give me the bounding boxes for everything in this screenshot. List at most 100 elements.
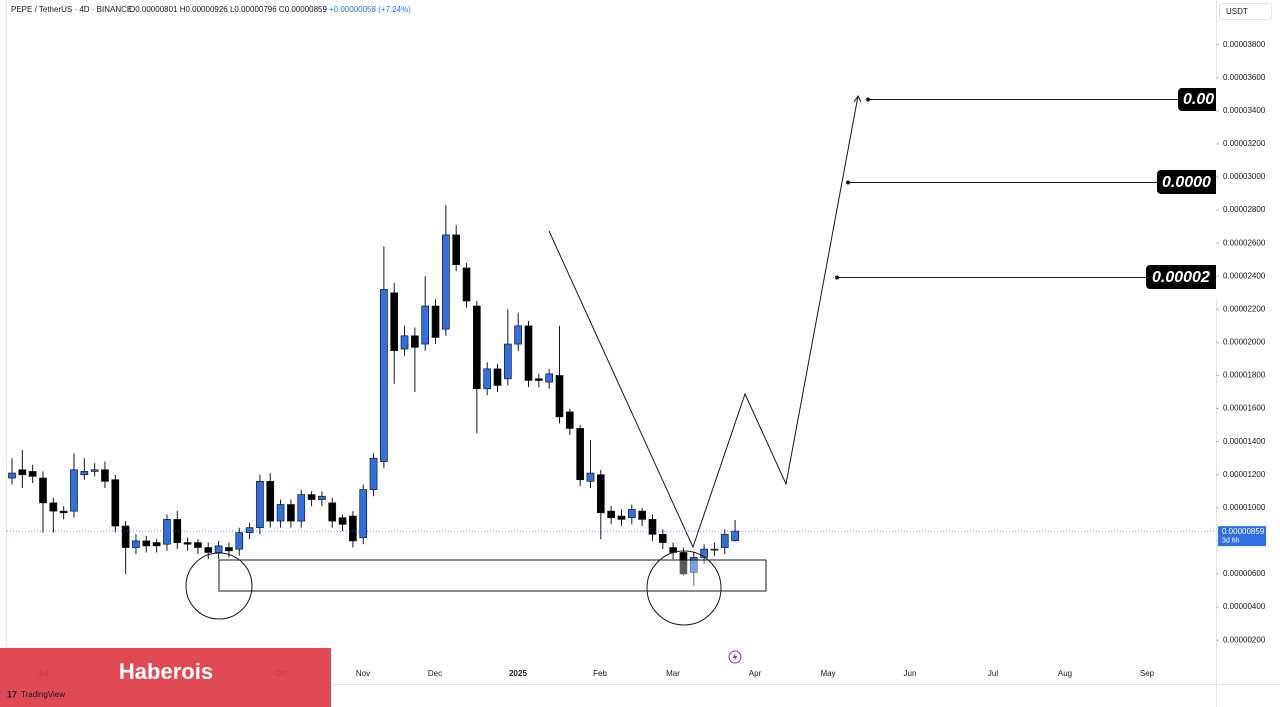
candle-body (586, 472, 595, 482)
brand: TradingView (21, 690, 65, 699)
price-axis: 0.000002000.000004000.000006000.00000800… (1216, 40, 1266, 644)
candle-body (555, 375, 564, 418)
y-tick-label: 0.00002800 (1223, 205, 1266, 214)
candle-body (245, 527, 254, 533)
candle-body (421, 305, 430, 345)
target-tag (1157, 170, 1222, 194)
candle-body (411, 335, 419, 348)
y-tick-label: 0.00000200 (1223, 635, 1266, 644)
candle-body (266, 481, 275, 522)
candle-body (431, 305, 440, 338)
candle-body (452, 234, 461, 266)
candle-body (121, 525, 130, 548)
axis-mask (1216, 80, 1280, 300)
candle-body (658, 533, 667, 543)
x-tick-label: Feb (593, 669, 607, 678)
candle-body (545, 373, 554, 383)
candle-body (648, 519, 657, 535)
event-icon[interactable] (728, 650, 742, 664)
candle-body (111, 479, 120, 527)
arrow-head (853, 95, 862, 103)
y-tick-label: 0.00002400 (1223, 271, 1266, 280)
y-tick-label: 0.00003000 (1223, 172, 1266, 181)
candle-body (524, 325, 533, 381)
candle-body (483, 368, 492, 390)
candle-body (59, 510, 68, 514)
watermark: Haberois (119, 659, 213, 684)
candle-body (369, 457, 378, 490)
candle-body (225, 547, 233, 552)
candles (8, 205, 739, 586)
target-tag (1178, 88, 1222, 111)
candle-body (8, 472, 16, 479)
candle-body (607, 510, 615, 519)
y-tick-label: 0.00003600 (1223, 73, 1266, 82)
target-dot (835, 275, 839, 280)
ohlc: O0.00000801 H0.00000926 L0.00000796 C0.0… (129, 5, 328, 14)
last-price-label: 0.00000859 (1222, 527, 1265, 536)
candle-body (235, 532, 244, 550)
y-tick-label: 0.00003800 (1223, 40, 1266, 49)
target-label: 0.00002 (1152, 269, 1210, 286)
target-dot (846, 180, 850, 185)
candle-body (473, 305, 481, 390)
candle-body (359, 489, 368, 538)
candle-body (276, 504, 285, 522)
candle-body (720, 533, 729, 548)
x-tick-label: Apr (749, 669, 762, 678)
y-tick-label: 0.00001200 (1223, 470, 1266, 479)
candle-body (39, 477, 47, 504)
countdown: 3d 6h (1222, 537, 1240, 544)
y-tick-label: 0.00003400 (1223, 106, 1266, 115)
candle-body (142, 540, 151, 547)
candle-body (700, 548, 708, 558)
currency[interactable]: USDT (1226, 7, 1248, 16)
candle-body (307, 494, 316, 500)
candle-body (596, 474, 605, 514)
target-label: 0.0000 (1162, 174, 1211, 191)
change: +0.00000058 (+7.24%) (329, 5, 411, 14)
candle-body (173, 519, 182, 543)
candle-body (462, 267, 471, 302)
y-tick-label: 0.00002200 (1223, 304, 1266, 313)
y-tick-label: 0.00002000 (1223, 338, 1266, 347)
candle-body (349, 515, 357, 542)
candle-body (679, 552, 688, 575)
circle-marker (646, 550, 722, 626)
drawings (185, 95, 1216, 626)
candle-body (152, 542, 161, 547)
candle-body (442, 234, 450, 330)
candle-body (328, 502, 337, 522)
candle-body (194, 542, 202, 548)
candle-body (214, 545, 223, 553)
candle-body (256, 481, 264, 529)
x-tick-label: Mar (666, 669, 680, 678)
x-tick-label: Dec (428, 669, 442, 678)
candle-body (380, 289, 388, 462)
candle-body (287, 504, 295, 522)
candle-body (132, 540, 140, 548)
candle-body (627, 509, 636, 519)
currency-button[interactable] (1219, 3, 1272, 20)
candle-body (101, 469, 109, 482)
y-tick-label: 0.00001800 (1223, 371, 1266, 380)
candle-body (400, 335, 409, 350)
candle-body (534, 378, 543, 381)
target-dot (866, 97, 870, 102)
candle-body (493, 368, 502, 386)
x-tick-label: May (820, 669, 835, 678)
y-tick-label: 0.00003200 (1223, 139, 1266, 148)
candle-body (90, 469, 99, 472)
candle-body (297, 494, 306, 522)
candle-body (731, 530, 739, 542)
candle-body (638, 510, 646, 520)
candle-body (204, 547, 213, 553)
last-price-tag (1218, 526, 1266, 547)
y-tick-label: 0.00000400 (1223, 602, 1266, 611)
candle-body (80, 471, 89, 476)
candle-body (338, 517, 347, 525)
event-icon-bolt (732, 653, 738, 661)
candle-body (617, 515, 626, 520)
